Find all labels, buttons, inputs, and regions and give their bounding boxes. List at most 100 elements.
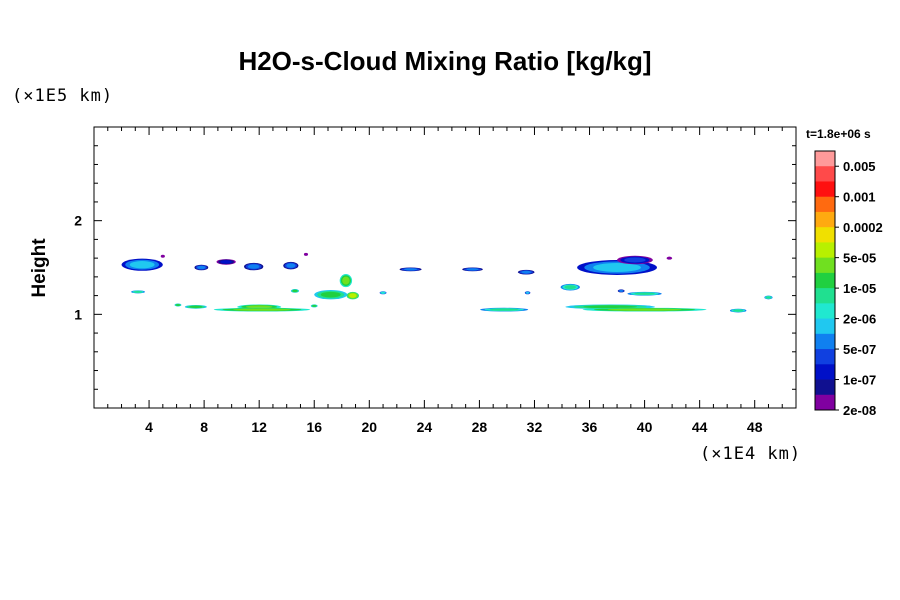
cloud-contour <box>247 264 260 269</box>
cloud-region <box>517 269 535 275</box>
cloud-region <box>339 274 353 288</box>
cloud-contour <box>564 285 577 290</box>
cloud-contour <box>189 305 203 308</box>
cloud-contour <box>765 296 771 299</box>
cloud-contour <box>619 290 624 292</box>
cloud-contour <box>320 291 341 298</box>
colorbar-label: 5e-05 <box>843 251 876 266</box>
colorbar-swatch <box>815 211 835 228</box>
x-tick-label: 4 <box>145 419 153 435</box>
colorbar-swatch <box>815 151 835 167</box>
x-tick-label: 8 <box>200 419 208 435</box>
colorbar-label: 0.0002 <box>843 220 883 235</box>
colorbar-frame <box>814 150 836 411</box>
cloud-contour <box>233 308 291 311</box>
cloud-contour <box>220 260 232 264</box>
colorbar-swatch <box>815 394 835 411</box>
x-tick-label: 40 <box>637 419 653 435</box>
cloud-contour <box>197 265 206 270</box>
cloud-contour <box>466 268 479 271</box>
cloud-contour <box>403 268 418 271</box>
cloud-contour <box>312 305 317 307</box>
x-tick-label: 16 <box>306 419 322 435</box>
plot-frame <box>93 126 797 409</box>
x-axis-unit: (×1E4 km) <box>700 444 802 464</box>
cloud-region <box>617 255 653 265</box>
cloud-contour <box>525 291 530 294</box>
cloud-contour <box>175 304 181 306</box>
colorbar-swatch <box>815 379 835 396</box>
y-axis: 12 <box>74 145 796 390</box>
cloud-region <box>314 289 348 300</box>
cloud-region <box>462 267 483 272</box>
cloud-region <box>283 261 299 270</box>
cloud-region <box>560 283 580 291</box>
colorbar-swatch <box>815 333 835 350</box>
colorbar-label: 5e-07 <box>843 342 876 357</box>
cloud-contour <box>286 263 296 268</box>
cloud-region <box>617 289 625 293</box>
chart-title: H2O-s-Cloud Mixing Ratio [kg/kg] <box>238 46 652 76</box>
cloud-region <box>582 307 707 312</box>
cloud-region <box>121 258 163 271</box>
colorbar-swatch <box>815 181 835 198</box>
x-tick-label: 28 <box>472 419 488 435</box>
cloud-region <box>131 290 145 294</box>
cloud-contour <box>133 290 143 293</box>
time-label: t=1.8e+06 s <box>806 127 871 141</box>
cloud-contour <box>667 257 672 260</box>
cloud-region <box>213 307 311 312</box>
cloud-contour <box>342 276 350 285</box>
colorbar-swatch <box>815 318 835 335</box>
cloud-region <box>480 307 529 312</box>
cloud-region <box>160 254 165 258</box>
colorbar-swatch <box>815 242 835 259</box>
cloud-contour <box>583 305 638 309</box>
cloud-contour <box>245 305 273 309</box>
cloud-region <box>524 291 531 295</box>
cloud-contour <box>161 255 165 258</box>
cloud-contour <box>733 309 744 312</box>
cloud-region <box>290 289 300 293</box>
y-tick-label: 2 <box>74 213 82 229</box>
colorbar-swatch <box>815 364 835 381</box>
colorbar: 0.005 0.001 0.0002 5e-05 1e-05 2e-06 5e-07 1e-0… <box>814 150 883 418</box>
colorbar-label: 2e-06 <box>843 312 876 327</box>
x-tick-label: 44 <box>692 419 708 435</box>
cloud-region <box>184 304 207 309</box>
colorbar-swatch <box>815 257 835 274</box>
cloud-contour <box>349 293 357 298</box>
colorbar-label: 1e-05 <box>843 281 876 296</box>
colorbar-swatch <box>815 288 835 304</box>
cloud-contour <box>489 308 519 311</box>
cloud-contour <box>634 292 655 295</box>
x-tick-label: 48 <box>747 419 763 435</box>
cloud-region <box>379 291 387 295</box>
x-tick-label: 12 <box>251 419 267 435</box>
colorbar-label: 2e-08 <box>843 403 876 418</box>
colorbar-swatch <box>815 196 835 213</box>
cloud-region <box>174 303 182 307</box>
cloud-region <box>303 252 309 256</box>
x-axis: 4 8 12 16 20 24 28 32 36 40 44 48 <box>107 127 783 435</box>
x-tick-label: 36 <box>582 419 598 435</box>
cloud-region <box>216 259 236 265</box>
colorbar-swatch <box>815 272 835 289</box>
cloud-contour <box>624 257 646 263</box>
cloud-contour <box>593 263 642 272</box>
cloud-contour <box>129 261 155 269</box>
cloud-region <box>627 291 662 296</box>
cloud-region <box>244 262 264 271</box>
cloud-region <box>194 264 209 271</box>
x-tick-label: 24 <box>417 419 433 435</box>
cloud-contour <box>304 253 308 256</box>
cloud-region <box>729 308 747 313</box>
x-tick-label: 20 <box>362 419 378 435</box>
cloud-region <box>399 267 422 272</box>
cloud-contour <box>292 289 298 293</box>
cloud-region <box>764 295 773 300</box>
cloud-region <box>346 291 359 300</box>
colorbar-swatch <box>815 227 835 243</box>
colorbar-swatch <box>815 349 835 365</box>
